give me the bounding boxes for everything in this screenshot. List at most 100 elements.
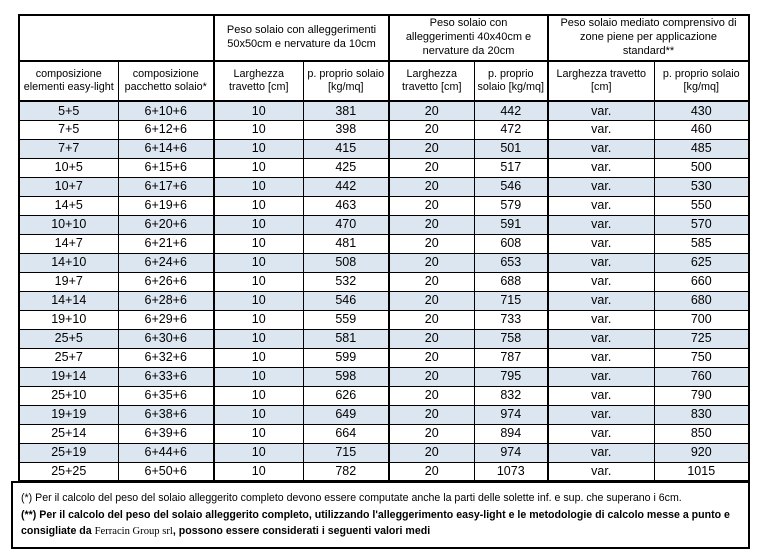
cell-composizione-easylight: 10+5 — [18, 157, 119, 178]
cell-peso-50: 559 — [302, 309, 390, 330]
table-row: 25+14 6+39+6 10 664 20 894 var. 850 — [18, 423, 750, 444]
cell-larghezza-std: var. — [547, 290, 655, 311]
colhead-larghezza-50: Larghezza travetto [cm] — [213, 60, 304, 102]
cell-larghezza-40: 20 — [388, 214, 475, 235]
cell-composizione-easylight: 14+10 — [18, 252, 119, 273]
cell-composizione-easylight: 7+5 — [18, 119, 119, 140]
table-body: 5+5 6+10+6 10 381 20 442 var. 430 7+5 6+12+6 10 398… — [18, 100, 750, 482]
cell-peso-std: 850 — [653, 423, 750, 444]
cell-peso-std: 920 — [653, 442, 750, 463]
cell-larghezza-50: 10 — [213, 252, 304, 273]
solaio-weight-table: Peso solaio con alleggerimenti 50x50cm e… — [18, 14, 750, 482]
cell-larghezza-50: 10 — [213, 328, 304, 349]
cell-peso-40: 608 — [473, 233, 549, 254]
cell-composizione-easylight: 25+25 — [18, 461, 119, 482]
cell-composizione-easylight: 25+5 — [18, 328, 119, 349]
cell-peso-50: 581 — [302, 328, 390, 349]
cell-peso-50: 470 — [302, 214, 390, 235]
table-row: 10+10 6+20+6 10 470 20 591 var. 570 — [18, 214, 750, 235]
colhead-composizione-pacchetto: composizione pacchetto solaio* — [117, 60, 215, 102]
footnote-1-marker: (*) — [21, 492, 33, 504]
cell-peso-40: 501 — [473, 138, 549, 159]
cell-composizione-easylight: 25+7 — [18, 347, 119, 368]
footnote-2-marker: (**) — [21, 508, 37, 521]
footnote-2-text-1: Per il calcolo del peso del solaio alleg… — [21, 508, 730, 538]
cell-composizione-pacchetto: 6+38+6 — [117, 404, 215, 425]
footnote-2-company: Ferracin Group srl — [94, 526, 173, 538]
cell-larghezza-std: var. — [547, 252, 655, 273]
cell-peso-40: 758 — [473, 328, 549, 349]
cell-larghezza-std: var. — [547, 385, 655, 406]
cell-composizione-easylight: 19+19 — [18, 404, 119, 425]
cell-peso-std: 570 — [653, 214, 750, 235]
cell-peso-std: 1015 — [653, 461, 750, 482]
group-header-40x40: Peso solaio con alleggerimenti 40x40cm e… — [388, 14, 549, 62]
cell-peso-40: 894 — [473, 423, 549, 444]
cell-peso-40: 1073 — [473, 461, 549, 482]
cell-composizione-pacchetto: 6+32+6 — [117, 347, 215, 368]
table-row: 5+5 6+10+6 10 381 20 442 var. 430 — [18, 100, 750, 121]
cell-peso-50: 546 — [302, 290, 390, 311]
cell-larghezza-std: var. — [547, 404, 655, 425]
cell-larghezza-40: 20 — [388, 157, 475, 178]
cell-larghezza-std: var. — [547, 233, 655, 254]
cell-larghezza-50: 10 — [213, 119, 304, 140]
cell-larghezza-std: var. — [547, 347, 655, 368]
table-row: 19+19 6+38+6 10 649 20 974 var. 830 — [18, 404, 750, 425]
table-row: 10+5 6+15+6 10 425 20 517 var. 500 — [18, 157, 750, 178]
cell-larghezza-40: 20 — [388, 442, 475, 463]
cell-larghezza-50: 10 — [213, 195, 304, 216]
cell-larghezza-50: 10 — [213, 442, 304, 463]
cell-composizione-pacchetto: 6+21+6 — [117, 233, 215, 254]
cell-peso-50: 463 — [302, 195, 390, 216]
footnote-2-text-2: , possono essere considerati i seguenti … — [172, 525, 431, 538]
group-header-row: Peso solaio con alleggerimenti 50x50cm e… — [18, 14, 750, 62]
cell-larghezza-40: 20 — [388, 195, 475, 216]
cell-peso-40: 795 — [473, 366, 549, 387]
cell-larghezza-40: 20 — [388, 271, 475, 292]
cell-peso-40: 974 — [473, 442, 549, 463]
colhead-peso-40: p. proprio solaio [kg/mq] — [473, 60, 549, 102]
cell-peso-std: 530 — [653, 176, 750, 197]
column-header-row: composizione elementi easy-light composi… — [18, 60, 750, 102]
cell-composizione-easylight: 10+7 — [18, 176, 119, 197]
cell-peso-40: 832 — [473, 385, 549, 406]
colhead-peso-std: p. proprio solaio [kg/mq] — [653, 60, 750, 102]
cell-composizione-pacchetto: 6+26+6 — [117, 271, 215, 292]
cell-peso-50: 415 — [302, 138, 390, 159]
colhead-peso-50: p. proprio solaio [kg/mq] — [302, 60, 390, 102]
cell-composizione-easylight: 25+10 — [18, 385, 119, 406]
cell-larghezza-50: 10 — [213, 271, 304, 292]
table-row: 19+7 6+26+6 10 532 20 688 var. 660 — [18, 271, 750, 292]
cell-composizione-pacchetto: 6+10+6 — [117, 100, 215, 121]
footnote-box: (*) Per il calcolo del peso del solaio a… — [11, 481, 750, 549]
cell-composizione-easylight: 14+14 — [18, 290, 119, 311]
colhead-larghezza-std: Larghezza travetto [cm] — [547, 60, 655, 102]
cell-peso-50: 664 — [302, 423, 390, 444]
cell-peso-std: 585 — [653, 233, 750, 254]
cell-composizione-pacchetto: 6+24+6 — [117, 252, 215, 273]
cell-peso-50: 425 — [302, 157, 390, 178]
cell-peso-50: 532 — [302, 271, 390, 292]
cell-larghezza-std: var. — [547, 176, 655, 197]
cell-composizione-easylight: 14+5 — [18, 195, 119, 216]
cell-peso-40: 546 — [473, 176, 549, 197]
table-row: 10+7 6+17+6 10 442 20 546 var. 530 — [18, 176, 750, 197]
cell-larghezza-40: 20 — [388, 328, 475, 349]
cell-peso-40: 517 — [473, 157, 549, 178]
cell-larghezza-std: var. — [547, 271, 655, 292]
cell-larghezza-40: 20 — [388, 138, 475, 159]
table-row: 7+7 6+14+6 10 415 20 501 var. 485 — [18, 138, 750, 159]
cell-composizione-pacchetto: 6+30+6 — [117, 328, 215, 349]
cell-larghezza-50: 10 — [213, 290, 304, 311]
group-header-standard: Peso solaio mediato comprensivo di zone … — [547, 14, 750, 62]
cell-larghezza-std: var. — [547, 309, 655, 330]
cell-peso-40: 579 — [473, 195, 549, 216]
cell-larghezza-50: 10 — [213, 461, 304, 482]
cell-composizione-pacchetto: 6+19+6 — [117, 195, 215, 216]
cell-peso-std: 460 — [653, 119, 750, 140]
cell-larghezza-50: 10 — [213, 404, 304, 425]
cell-peso-50: 442 — [302, 176, 390, 197]
cell-composizione-easylight: 19+7 — [18, 271, 119, 292]
cell-composizione-easylight: 10+10 — [18, 214, 119, 235]
